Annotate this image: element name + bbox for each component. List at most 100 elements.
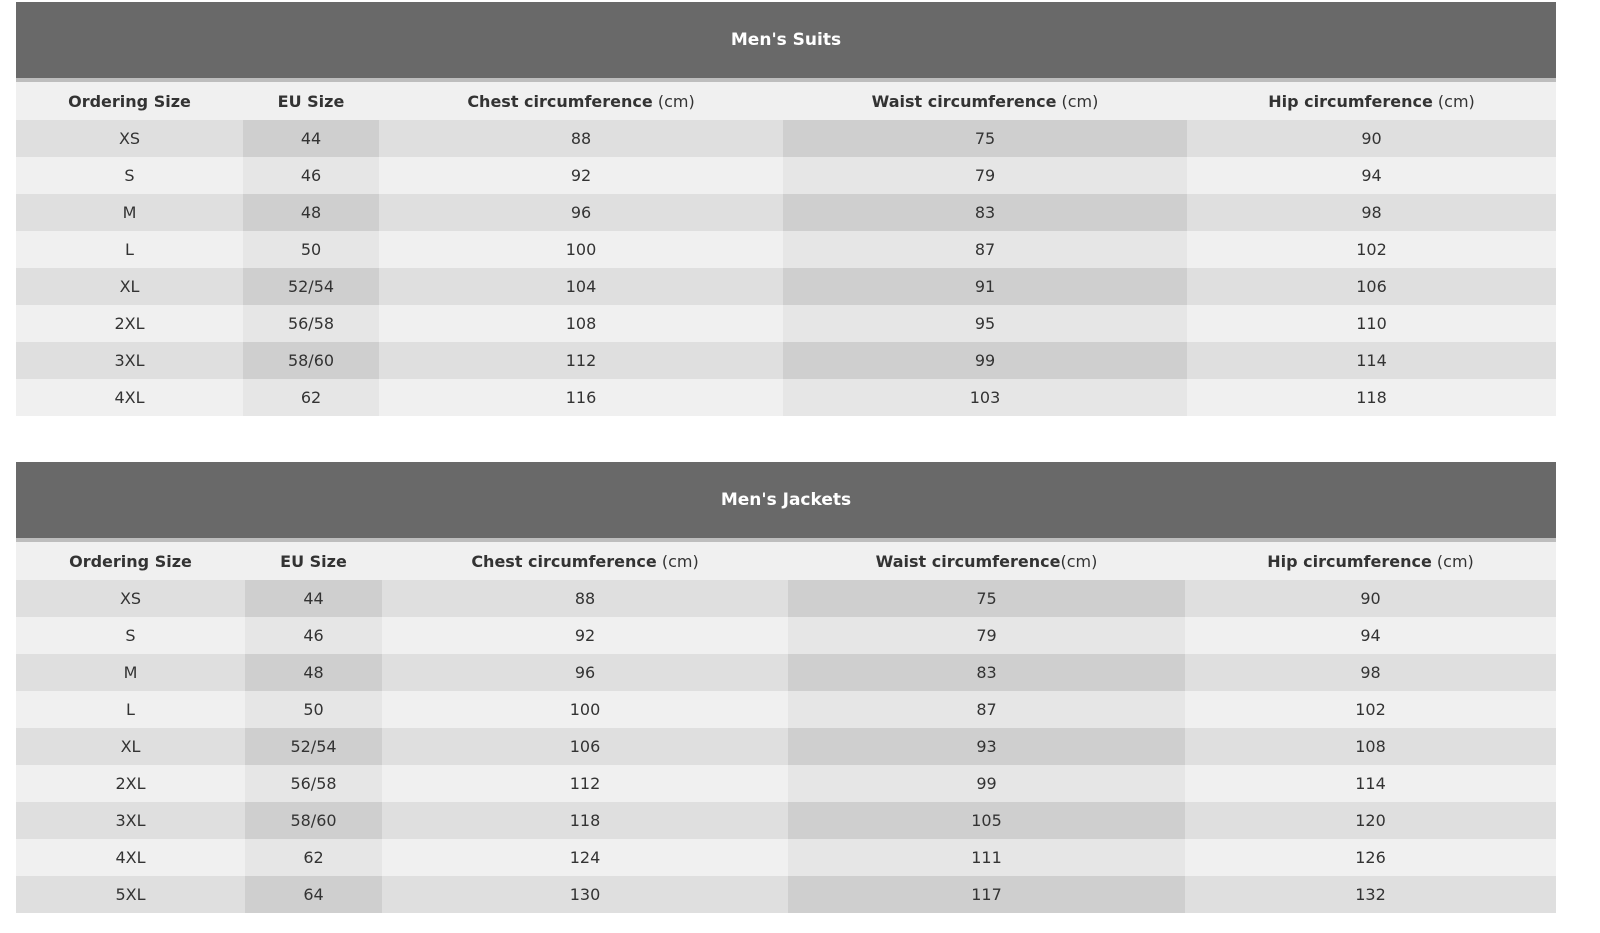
cell-waist: 93 xyxy=(788,728,1185,765)
cell-hip: 114 xyxy=(1187,342,1556,379)
cell-eu-size: 52/54 xyxy=(243,268,379,305)
cell-eu-size: 50 xyxy=(243,231,379,268)
cell-hip: 108 xyxy=(1185,728,1556,765)
cell-ordering-size: M xyxy=(16,194,243,231)
cell-waist: 105 xyxy=(788,802,1185,839)
cell-hip: 90 xyxy=(1185,580,1556,617)
cell-eu-size: 58/60 xyxy=(243,342,379,379)
table-row: 5XL 64 130 117 132 xyxy=(16,876,1556,913)
cell-hip: 110 xyxy=(1187,305,1556,342)
cell-ordering-size: M xyxy=(16,654,245,691)
table-row: 3XL 58/60 112 99 114 xyxy=(16,342,1556,379)
header-unit: (cm) xyxy=(652,91,695,111)
cell-eu-size: 56/58 xyxy=(243,305,379,342)
header-unit: (cm) xyxy=(1432,91,1475,111)
header-label: Hip circumference xyxy=(1267,551,1432,571)
cell-waist: 99 xyxy=(783,342,1187,379)
cell-ordering-size: 4XL xyxy=(16,379,243,416)
cell-waist: 79 xyxy=(783,157,1187,194)
cell-eu-size: 56/58 xyxy=(245,765,382,802)
cell-chest: 106 xyxy=(382,728,788,765)
cell-ordering-size: L xyxy=(16,691,245,728)
cell-waist: 75 xyxy=(788,580,1185,617)
cell-ordering-size: 5XL xyxy=(16,876,245,913)
header-unit: (cm) xyxy=(1060,551,1098,571)
cell-hip: 94 xyxy=(1185,617,1556,654)
header-label: EU Size xyxy=(277,91,345,111)
cell-hip: 98 xyxy=(1185,654,1556,691)
table-row: 3XL 58/60 118 105 120 xyxy=(16,802,1556,839)
cell-chest: 130 xyxy=(382,876,788,913)
cell-ordering-size: L xyxy=(16,231,243,268)
cell-chest: 124 xyxy=(382,839,788,876)
cell-hip: 94 xyxy=(1187,157,1556,194)
table-row: 4XL 62 124 111 126 xyxy=(16,839,1556,876)
cell-hip: 120 xyxy=(1185,802,1556,839)
cell-waist: 75 xyxy=(783,120,1187,157)
column-header-chest: Chest circumference (cm) xyxy=(379,82,783,120)
table-title: Men's Suits xyxy=(16,2,1556,82)
cell-ordering-size: S xyxy=(16,157,243,194)
cell-waist: 87 xyxy=(783,231,1187,268)
column-header-waist: Waist circumference(cm) xyxy=(788,542,1185,580)
cell-ordering-size: S xyxy=(16,617,245,654)
cell-eu-size: 48 xyxy=(243,194,379,231)
table-row: XS 44 88 75 90 xyxy=(16,120,1556,157)
column-header-waist: Waist circumference (cm) xyxy=(783,82,1187,120)
size-grid: Ordering Size EU Size Chest circumference … xyxy=(16,82,1556,416)
header-label: Ordering Size xyxy=(68,91,191,111)
cell-hip: 114 xyxy=(1185,765,1556,802)
header-unit: (cm) xyxy=(656,551,699,571)
cell-chest: 92 xyxy=(382,617,788,654)
cell-chest: 108 xyxy=(379,305,783,342)
cell-waist: 111 xyxy=(788,839,1185,876)
cell-ordering-size: 2XL xyxy=(16,765,245,802)
header-unit: (cm) xyxy=(1056,91,1099,111)
cell-eu-size: 46 xyxy=(245,617,382,654)
cell-chest: 112 xyxy=(382,765,788,802)
cell-chest: 92 xyxy=(379,157,783,194)
cell-eu-size: 44 xyxy=(245,580,382,617)
table-row: L 50 100 87 102 xyxy=(16,691,1556,728)
header-label: Waist circumference xyxy=(875,551,1061,571)
cell-hip: 106 xyxy=(1187,268,1556,305)
cell-ordering-size: XS xyxy=(16,120,243,157)
header-label: Hip circumference xyxy=(1268,91,1433,111)
cell-hip: 132 xyxy=(1185,876,1556,913)
cell-eu-size: 64 xyxy=(245,876,382,913)
table-row: XL 52/54 106 93 108 xyxy=(16,728,1556,765)
header-label: Ordering Size xyxy=(69,551,192,571)
cell-hip: 102 xyxy=(1187,231,1556,268)
table-row: M 48 96 83 98 xyxy=(16,194,1556,231)
cell-hip: 98 xyxy=(1187,194,1556,231)
cell-waist: 117 xyxy=(788,876,1185,913)
column-header-hip: Hip circumference (cm) xyxy=(1185,542,1556,580)
cell-eu-size: 58/60 xyxy=(245,802,382,839)
cell-eu-size: 50 xyxy=(245,691,382,728)
table-row: M 48 96 83 98 xyxy=(16,654,1556,691)
cell-eu-size: 52/54 xyxy=(245,728,382,765)
size-grid: Ordering Size EU Size Chest circumference … xyxy=(16,542,1556,913)
header-label: Chest circumference xyxy=(471,551,657,571)
column-header-ordering-size: Ordering Size xyxy=(16,542,245,580)
cell-eu-size: 44 xyxy=(243,120,379,157)
column-header-ordering-size: Ordering Size xyxy=(16,82,243,120)
mens-suits-size-table: Men's Suits Ordering Size EU Size Chest ci… xyxy=(16,2,1556,416)
cell-ordering-size: XS xyxy=(16,580,245,617)
cell-hip: 118 xyxy=(1187,379,1556,416)
cell-chest: 118 xyxy=(382,802,788,839)
cell-waist: 99 xyxy=(788,765,1185,802)
header-label: Waist circumference xyxy=(871,91,1057,111)
table-row: 2XL 56/58 108 95 110 xyxy=(16,305,1556,342)
table-row: L 50 100 87 102 xyxy=(16,231,1556,268)
cell-hip: 126 xyxy=(1185,839,1556,876)
cell-chest: 116 xyxy=(379,379,783,416)
column-header-eu-size: EU Size xyxy=(243,82,379,120)
cell-hip: 90 xyxy=(1187,120,1556,157)
cell-chest: 88 xyxy=(379,120,783,157)
cell-waist: 103 xyxy=(783,379,1187,416)
cell-waist: 83 xyxy=(788,654,1185,691)
cell-chest: 112 xyxy=(379,342,783,379)
table-row: 2XL 56/58 112 99 114 xyxy=(16,765,1556,802)
cell-chest: 88 xyxy=(382,580,788,617)
